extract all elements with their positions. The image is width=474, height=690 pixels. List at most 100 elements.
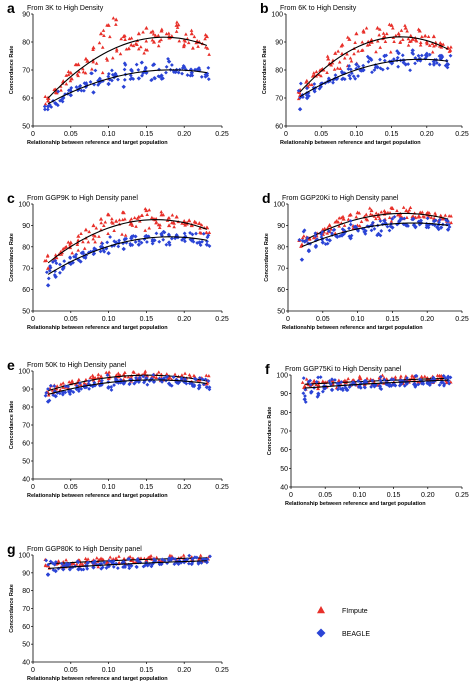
fimpute-point	[132, 215, 137, 220]
fimpute-point	[70, 379, 74, 383]
beagle-point	[84, 81, 89, 85]
fimpute-point	[173, 372, 177, 376]
fimpute-point	[378, 45, 383, 49]
y-tick-label: 70	[22, 606, 30, 613]
fimpute-point	[123, 217, 127, 221]
fimpute-point	[364, 212, 369, 216]
beagle-point	[378, 374, 383, 379]
beagle-point	[183, 239, 187, 244]
beagle-point	[58, 270, 62, 275]
fimpute-point	[342, 56, 347, 60]
y-tick-label: 80	[22, 405, 30, 412]
fimpute-point	[337, 224, 341, 228]
beagle-point	[432, 223, 437, 228]
beagle-point	[408, 68, 413, 73]
fimpute-point	[381, 31, 386, 35]
beagle-point	[416, 53, 421, 58]
chart-title: From GGP9K to High Density panel	[27, 195, 138, 202]
beagle-point	[53, 389, 57, 394]
series-BEAGLE	[296, 48, 453, 112]
trend-line-BEAGLE	[47, 236, 207, 275]
x-tick-label: 0.15	[140, 316, 154, 323]
beagle-point	[60, 392, 65, 397]
fimpute-point	[114, 17, 119, 22]
beagle-point	[100, 241, 105, 246]
beagle-point	[333, 73, 338, 78]
fimpute-point	[111, 56, 115, 60]
beagle-point	[121, 84, 126, 89]
beagle-point	[139, 60, 144, 65]
beagle-point	[133, 234, 138, 239]
beagle-point	[379, 229, 384, 233]
trend-line-FImpute	[301, 212, 449, 243]
fimpute-point	[106, 231, 110, 236]
y-tick-label: 40	[22, 660, 30, 667]
beagle-point	[314, 380, 319, 384]
beagle-point	[443, 376, 448, 380]
beagle-point	[128, 77, 133, 82]
beagle-point	[104, 246, 109, 251]
beagle-point	[417, 377, 422, 382]
beagle-point	[188, 237, 193, 242]
beagle-point	[436, 227, 441, 232]
fimpute-point	[120, 232, 124, 236]
fimpute-point	[174, 29, 179, 33]
fimpute-point	[176, 23, 181, 27]
beagle-point	[106, 251, 111, 256]
beagle-point	[320, 237, 325, 242]
fimpute-point	[352, 52, 356, 56]
x-tick-label: 0.20	[420, 131, 434, 138]
panel-c: c From GGP9K to High Density panel 50 60 70 8…	[7, 190, 229, 331]
beagle-point	[189, 561, 194, 567]
beagle-point	[91, 90, 96, 95]
fimpute-point	[365, 43, 370, 47]
fimpute-point	[61, 381, 65, 385]
fimpute-point	[76, 234, 81, 238]
fimpute-point	[156, 33, 161, 37]
beagle-point	[372, 226, 377, 231]
y-tick-label: 40	[22, 477, 30, 484]
fimpute-point	[438, 374, 442, 378]
beagle-point	[176, 70, 181, 75]
beagle-point	[81, 567, 86, 572]
fimpute-point	[113, 556, 118, 561]
fimpute-point	[199, 223, 204, 227]
trend-line-BEAGLE	[301, 222, 449, 248]
beagle-point	[395, 55, 400, 60]
y-tick-label: 60	[22, 441, 30, 448]
beagle-point	[88, 80, 93, 84]
fimpute-point	[204, 230, 209, 235]
beagle-point	[352, 225, 357, 229]
panel-letter: c	[7, 190, 15, 206]
beagle-point	[424, 225, 429, 230]
fimpute-point	[72, 561, 76, 566]
fimpute-point	[194, 221, 198, 225]
fimpute-point	[136, 31, 141, 36]
fimpute-point	[401, 37, 405, 41]
beagle-point	[399, 381, 404, 386]
beagle-point	[378, 233, 383, 238]
beagle-point	[129, 236, 134, 241]
fimpute-point	[419, 374, 424, 379]
panel-f: f From GGP75Ki to High Density panel 40 50 6…	[265, 361, 469, 507]
beagle-point	[200, 239, 204, 244]
beagle-point	[204, 559, 210, 565]
fimpute-point	[66, 72, 71, 77]
fimpute-point	[338, 66, 343, 71]
fimpute-point	[327, 223, 332, 227]
fimpute-point	[164, 372, 169, 376]
beagle-point	[297, 107, 303, 112]
fimpute-point	[336, 220, 341, 224]
beagle-point	[414, 374, 419, 378]
beagle-point	[71, 390, 76, 395]
fimpute-point	[68, 242, 72, 246]
beagle-point	[196, 68, 201, 72]
beagle-point	[196, 561, 201, 566]
fimpute-point	[105, 23, 109, 27]
fimpute-point	[93, 376, 97, 380]
fimpute-point	[131, 43, 136, 48]
beagle-point	[195, 241, 200, 245]
fimpute-point	[117, 554, 121, 558]
fimpute-point	[143, 47, 148, 52]
series-BEAGLE	[43, 372, 212, 404]
